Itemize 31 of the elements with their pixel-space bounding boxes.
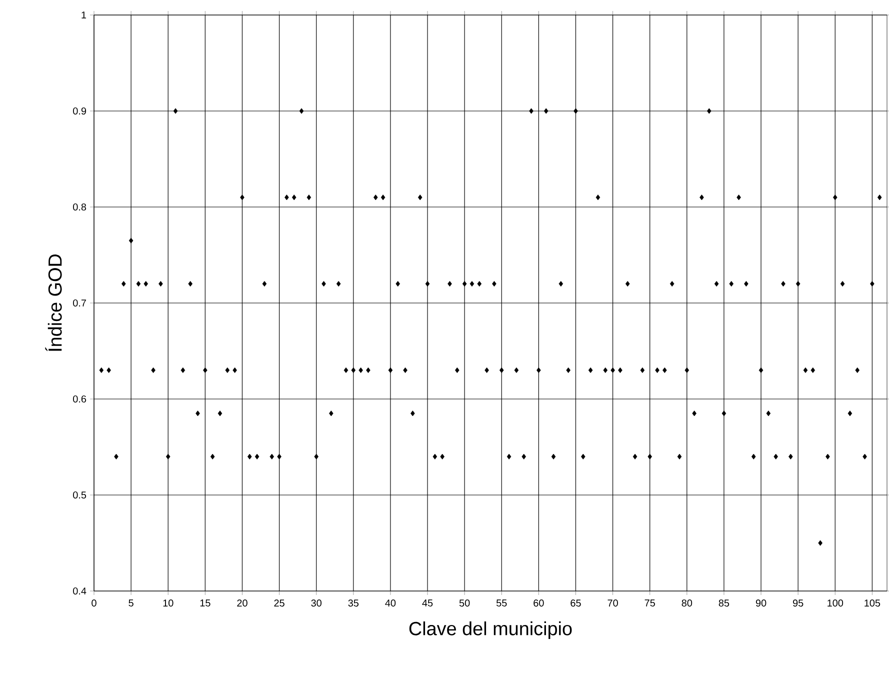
y-tick-label: 1 <box>82 12 86 18</box>
x-tick-label: 70 <box>608 600 618 607</box>
x-tick-label: 95 <box>793 600 804 607</box>
x-tick-label: 0 <box>92 600 96 607</box>
y-tick-label: 0.8 <box>73 203 86 211</box>
x-tick-label: 75 <box>644 600 655 606</box>
x-tick-label: 30 <box>311 600 322 607</box>
x-tick-label: 45 <box>422 600 433 606</box>
x-tick-label: 25 <box>274 600 284 607</box>
y-tick-label: 0.4 <box>73 587 86 595</box>
x-tick-label: 5 <box>128 600 134 606</box>
x-tick-label: 55 <box>496 600 507 606</box>
x-tick-label: 85 <box>718 600 730 607</box>
x-tick-label: 105 <box>864 600 880 607</box>
x-tick-label: 100 <box>828 600 844 607</box>
x-tick-label: 20 <box>237 600 248 607</box>
x-tick-label: 10 <box>163 600 174 607</box>
x-tick-label: 50 <box>459 600 470 607</box>
x-tick-label: 35 <box>348 600 359 607</box>
x-tick-label: 40 <box>385 600 396 607</box>
x-tick-label: 15 <box>200 600 210 606</box>
x-tick-label: 60 <box>534 600 544 607</box>
y-tick-label: 0.9 <box>73 107 86 115</box>
x-axis-title: Clave del municipio <box>409 621 572 640</box>
x-tick-label: 90 <box>756 600 766 607</box>
x-tick-label: 80 <box>682 600 692 607</box>
x-tick-label: 65 <box>570 600 581 607</box>
y-axis-title: Índice GOD <box>45 254 62 352</box>
y-tick-label: 0.5 <box>73 491 86 499</box>
y-tick-label: 0.7 <box>73 299 86 307</box>
y-tick-label: 0.6 <box>73 395 86 403</box>
